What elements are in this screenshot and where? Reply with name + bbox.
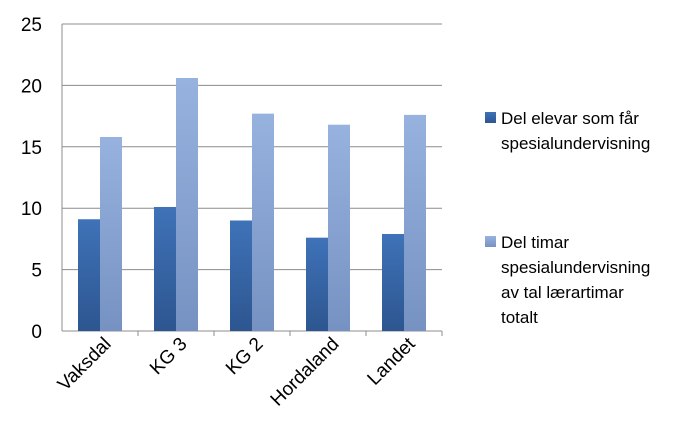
- bar-timar: [176, 78, 198, 331]
- bar-elevar: [230, 220, 252, 331]
- legend-label: av tal lærartimar: [501, 283, 624, 302]
- bar-timar: [100, 136, 122, 331]
- legend: Del elevar som får spesialundervisning Del…: [485, 109, 650, 327]
- bar-timar: [328, 124, 350, 331]
- x-category-label: KG 2: [222, 334, 267, 379]
- y-tick-label: 20: [21, 76, 42, 97]
- x-category-label: Hordaland: [267, 334, 344, 411]
- legend-label: Del elevar som får: [501, 109, 639, 128]
- x-category-label: KG 3: [146, 334, 191, 379]
- legend-label: spesialundervisning: [501, 134, 650, 153]
- bar-elevar: [306, 237, 328, 331]
- y-tick-label: 10: [21, 199, 42, 220]
- legend-swatch: [485, 112, 496, 123]
- y-tick-label: 25: [21, 15, 42, 36]
- legend-label: Del timar: [501, 233, 569, 252]
- y-tick-label: 0: [31, 322, 42, 343]
- bar-timar: [252, 113, 274, 331]
- bar-elevar: [154, 206, 176, 331]
- x-category-label: Vaksdal: [54, 334, 116, 396]
- y-axis-tick-labels: 0 5 10 15 20 25: [21, 15, 42, 343]
- bar-elevar: [78, 219, 100, 331]
- bars: [78, 78, 426, 331]
- y-tick-label: 5: [31, 261, 42, 282]
- x-category-label: Landet: [364, 333, 420, 389]
- bar-timar: [404, 114, 426, 331]
- bar-elevar: [382, 233, 404, 331]
- legend-swatch: [485, 236, 496, 247]
- x-axis-category-labels: Vaksdal KG 3 KG 2 Hordaland Landet: [54, 333, 420, 410]
- legend-label: totalt: [501, 308, 538, 327]
- legend-label: spesialundervisning: [501, 258, 650, 277]
- y-tick-label: 15: [21, 138, 42, 159]
